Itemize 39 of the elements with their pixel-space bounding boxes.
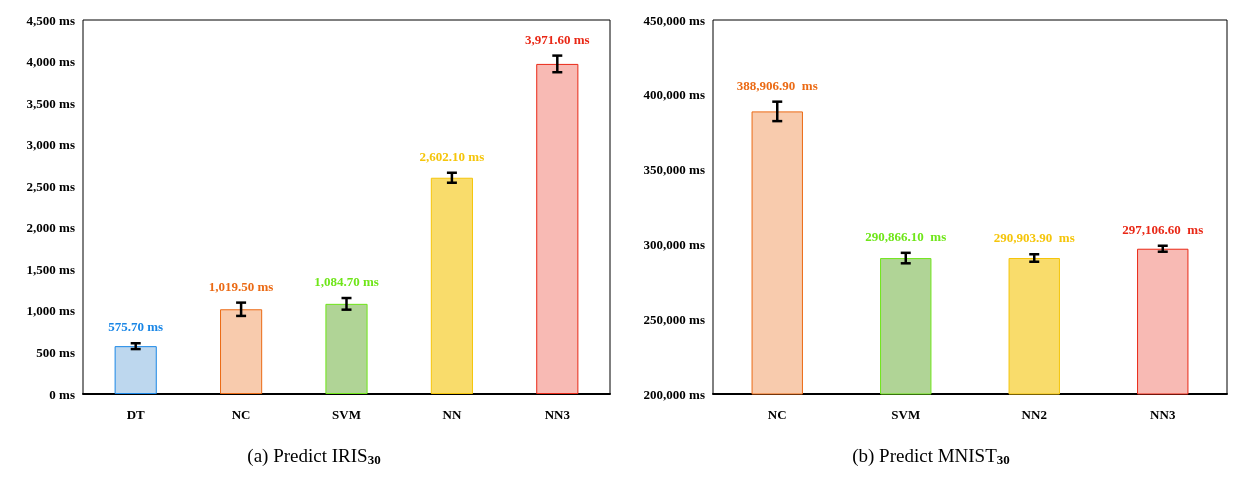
y-tick-label: 3,500 ms: [26, 95, 75, 111]
bar: [114, 346, 157, 394]
y-tick-label: 4,000 ms: [26, 54, 75, 70]
data-label: 297,106.60 ms: [1122, 221, 1204, 237]
y-tick-label: 1,000 ms: [26, 303, 75, 319]
x-tick-label: NN2: [1021, 407, 1047, 422]
data-label: 290,866.10 ms: [865, 228, 947, 244]
y-tick-label: 250,000 ms: [643, 311, 705, 327]
y-tick-label: 300,000 ms: [643, 236, 705, 252]
y-tick-label: 350,000 ms: [643, 162, 705, 178]
y-tick-label: 0 ms: [49, 386, 75, 402]
y-tick-label: 400,000 ms: [643, 87, 705, 103]
y-tick-label: 2,500 ms: [26, 178, 75, 194]
y-tick-label: 1,500 ms: [26, 261, 75, 277]
data-label: 1,019.50 ms: [208, 278, 274, 294]
y-tick-label: 200,000 ms: [643, 386, 705, 402]
bar: [325, 303, 368, 394]
y-tick-label: 450,000 ms: [643, 12, 705, 28]
x-tick-label: NN: [442, 407, 462, 422]
bar: [430, 177, 473, 394]
data-label: 2,602.10 ms: [419, 148, 485, 164]
data-label: 388,906.90 ms: [736, 77, 818, 93]
x-tick-label: SVM: [891, 407, 921, 422]
data-label: 290,903.90 ms: [993, 230, 1075, 246]
data-label: 1,084.70 ms: [314, 274, 379, 290]
x-tick-label: NN3: [544, 407, 571, 422]
y-tick-label: 4,500 ms: [26, 12, 75, 28]
bar: [220, 309, 263, 394]
x-tick-label: SVM: [332, 407, 361, 422]
x-tick-label: NC: [767, 407, 787, 422]
y-tick-label: 500 ms: [36, 344, 75, 360]
data-label: 3,971.60 ms: [524, 31, 590, 47]
x-tick-label: NC: [231, 407, 251, 422]
y-tick-label: 2,000 ms: [26, 220, 75, 236]
y-tick-label: 3,000 ms: [26, 137, 75, 153]
x-tick-label: NN3: [1150, 407, 1176, 422]
x-tick-label: DT: [126, 407, 146, 422]
bar: [536, 63, 579, 394]
data-label: 575.70 ms: [108, 319, 164, 335]
